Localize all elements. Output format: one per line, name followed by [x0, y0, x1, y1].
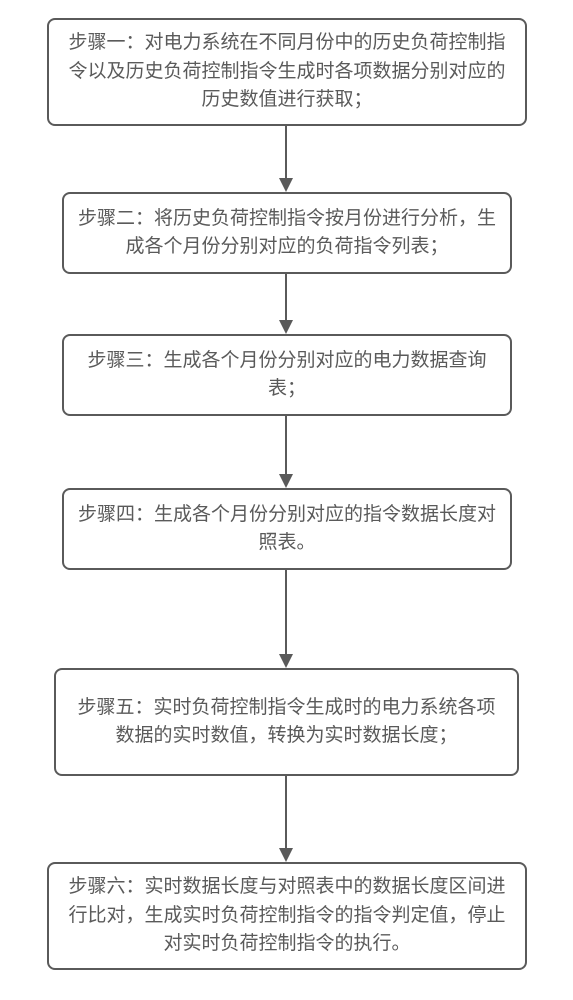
node-text: 步骤三：生成各个月份分别对应的电力数据查询表； — [78, 347, 496, 404]
flowchart-node-step4: 步骤四：生成各个月份分别对应的指令数据长度对照表。 — [62, 488, 512, 570]
arrow-line — [285, 274, 287, 320]
node-text: 步骤六：实时数据长度与对照表中的数据长度区间进行比对，生成实时负荷控制指令的指令… — [63, 873, 511, 959]
flowchart-canvas: 步骤一：对电力系统在不同月份中的历史负荷控制指令以及历史负荷控制指令生成时各项数… — [0, 0, 573, 1000]
arrow-head-icon — [279, 178, 293, 192]
arrow-line — [285, 126, 287, 178]
arrow-line — [285, 570, 287, 654]
arrow-head-icon — [279, 848, 293, 862]
arrow-head-icon — [279, 474, 293, 488]
node-text: 步骤五：实时负荷控制指令生成时的电力系统各项数据的实时数值，转换为实时数据长度； — [70, 694, 503, 751]
flowchart-node-step1: 步骤一：对电力系统在不同月份中的历史负荷控制指令以及历史负荷控制指令生成时各项数… — [47, 18, 527, 126]
node-text: 步骤四：生成各个月份分别对应的指令数据长度对照表。 — [78, 501, 496, 558]
arrow-line — [285, 416, 287, 474]
flowchart-node-step3: 步骤三：生成各个月份分别对应的电力数据查询表； — [62, 334, 512, 416]
arrow-head-icon — [279, 320, 293, 334]
node-text: 步骤一：对电力系统在不同月份中的历史负荷控制指令以及历史负荷控制指令生成时各项数… — [63, 29, 511, 115]
flowchart-node-step2: 步骤二：将历史负荷控制指令按月份进行分析，生成各个月份分别对应的负荷指令列表； — [62, 192, 512, 274]
arrow-head-icon — [279, 654, 293, 668]
arrow-line — [285, 776, 287, 848]
flowchart-node-step5: 步骤五：实时负荷控制指令生成时的电力系统各项数据的实时数值，转换为实时数据长度； — [54, 668, 519, 776]
node-text: 步骤二：将历史负荷控制指令按月份进行分析，生成各个月份分别对应的负荷指令列表； — [78, 205, 496, 262]
flowchart-node-step6: 步骤六：实时数据长度与对照表中的数据长度区间进行比对，生成实时负荷控制指令的指令… — [47, 862, 527, 970]
